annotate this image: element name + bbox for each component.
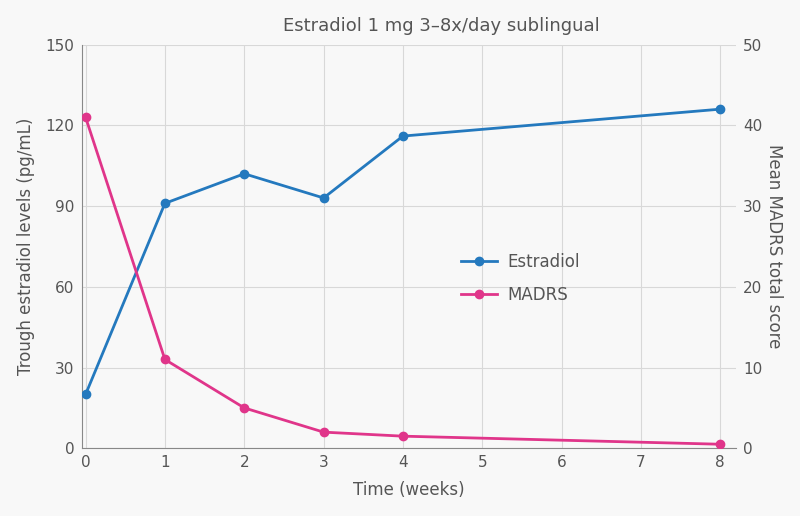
X-axis label: Time (weeks): Time (weeks) bbox=[353, 481, 465, 499]
Estradiol bbox=[715, 106, 725, 112]
Line: Estradiol: Estradiol bbox=[82, 105, 725, 399]
Title: Estradiol 1 mg 3–8x/day sublingual: Estradiol 1 mg 3–8x/day sublingual bbox=[283, 17, 600, 35]
Estradiol bbox=[318, 195, 328, 201]
MADRS bbox=[81, 114, 90, 120]
MADRS bbox=[398, 433, 408, 439]
MADRS bbox=[715, 441, 725, 447]
Estradiol bbox=[398, 133, 408, 139]
Estradiol bbox=[239, 171, 249, 177]
Y-axis label: Trough estradiol levels (pg/mL): Trough estradiol levels (pg/mL) bbox=[17, 118, 34, 375]
Legend: Estradiol, MADRS: Estradiol, MADRS bbox=[452, 245, 588, 313]
Line: MADRS: MADRS bbox=[82, 113, 725, 448]
MADRS bbox=[239, 405, 249, 411]
Estradiol bbox=[160, 200, 170, 206]
MADRS bbox=[160, 357, 170, 363]
MADRS bbox=[318, 429, 328, 435]
Y-axis label: Mean MADRS total score: Mean MADRS total score bbox=[766, 144, 783, 349]
Estradiol bbox=[81, 391, 90, 397]
